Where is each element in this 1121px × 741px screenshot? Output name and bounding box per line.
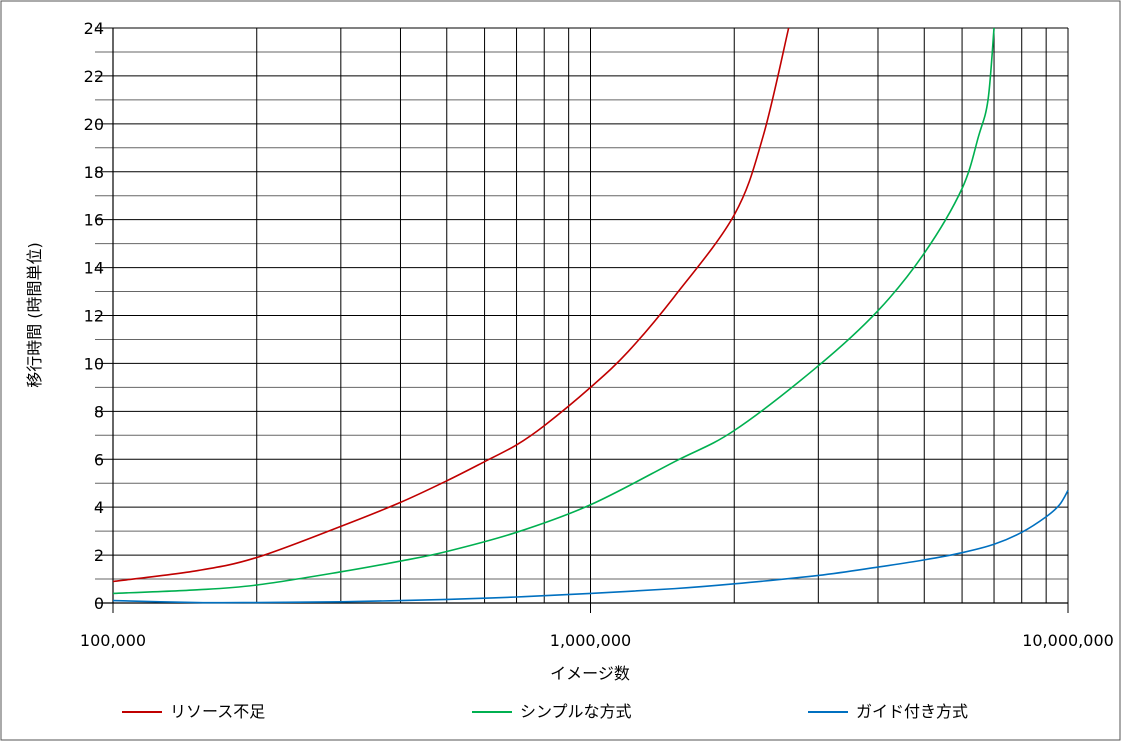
y-tick-label: 2 bbox=[94, 546, 104, 565]
grid bbox=[95, 27, 1069, 613]
y-tick-label: 10 bbox=[84, 354, 104, 373]
legend-label: ガイド付き方式 bbox=[856, 702, 968, 721]
series-line-2 bbox=[112, 27, 995, 595]
legend-item-3: ガイド付き方式 bbox=[808, 702, 968, 721]
y-tick-label: 14 bbox=[84, 259, 104, 278]
y-tick-label: 22 bbox=[84, 67, 104, 86]
series-line-1 bbox=[112, 27, 790, 583]
x-tick-label: 10,000,000 bbox=[1022, 631, 1114, 650]
series-lines bbox=[112, 27, 1069, 604]
y-tick-label: 20 bbox=[84, 115, 104, 134]
y-tick-label: 12 bbox=[84, 307, 104, 326]
y-tick-label: 6 bbox=[94, 450, 104, 469]
y-tick-label: 4 bbox=[94, 498, 104, 517]
legend-item-2: シンプルな方式 bbox=[472, 702, 632, 721]
legend-label: シンプルな方式 bbox=[520, 702, 632, 721]
x-axis-title: イメージ数 bbox=[550, 664, 630, 683]
x-tick-label: 1,000,000 bbox=[550, 631, 631, 650]
x-tick-label: 100,000 bbox=[80, 631, 146, 650]
legend-label: リソース不足 bbox=[170, 702, 265, 721]
legend: リソース不足 シンプルな方式 ガイド付き方式 bbox=[122, 702, 968, 721]
y-axis-title: 移行時間 (時間単位) bbox=[25, 242, 44, 388]
legend-item-1: リソース不足 bbox=[122, 702, 265, 721]
y-tick-label: 8 bbox=[94, 402, 104, 421]
y-tick-label: 18 bbox=[84, 163, 104, 182]
y-tick-label: 24 bbox=[84, 19, 104, 38]
y-tick-label: 16 bbox=[84, 211, 104, 230]
series-line-3 bbox=[112, 489, 1069, 604]
y-tick-label: 0 bbox=[94, 594, 104, 613]
